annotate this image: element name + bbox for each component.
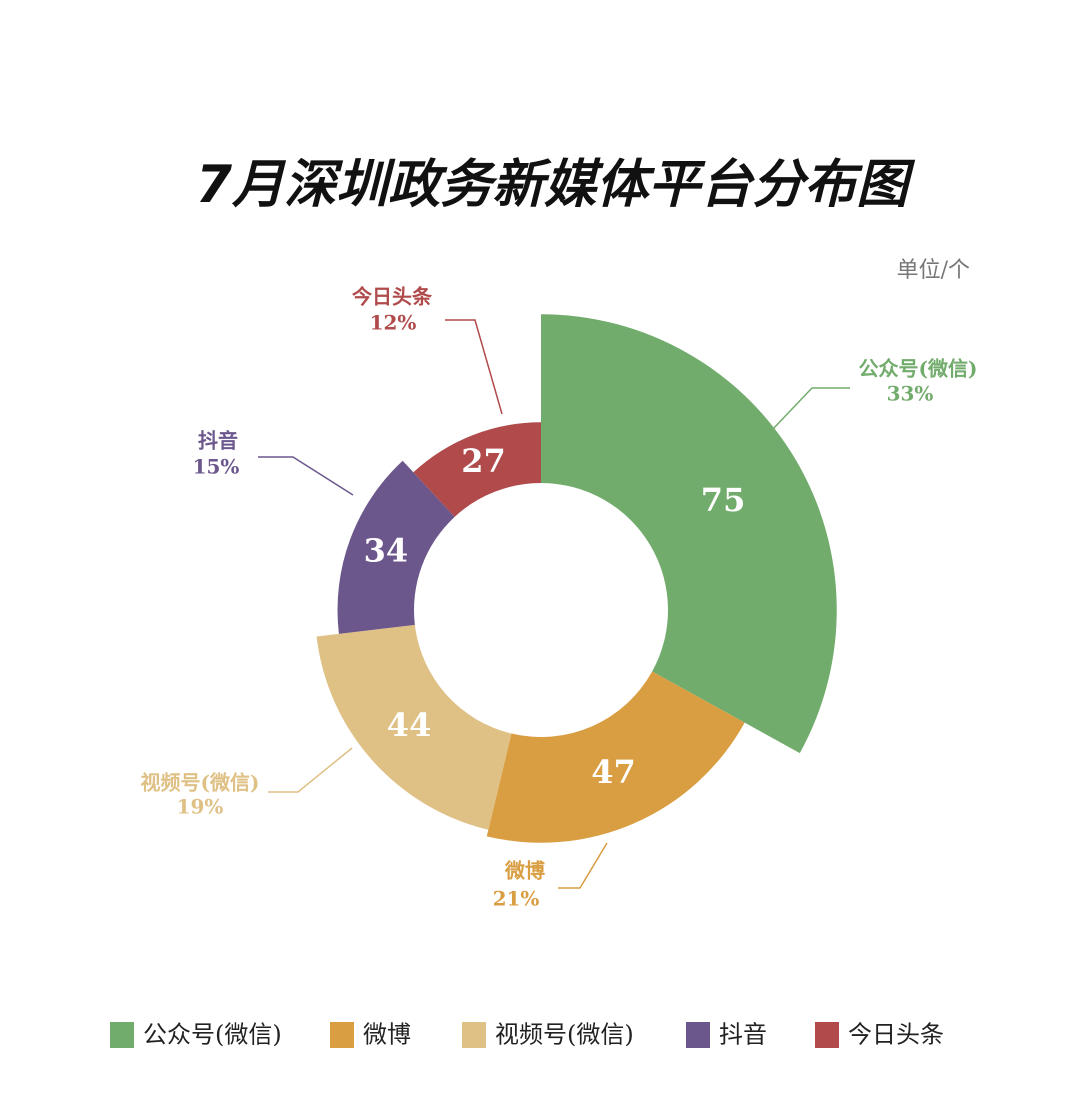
rose-segment <box>541 314 837 754</box>
leader-line <box>771 387 850 431</box>
category-label: 公众号(微信) <box>859 357 978 381</box>
legend-label: 抖音 <box>719 1021 767 1049</box>
leader-line <box>558 842 608 889</box>
leader-line <box>268 747 353 793</box>
rose-segment <box>486 671 745 843</box>
legend-swatch <box>815 1022 839 1048</box>
category-label: 今日头条 <box>352 285 433 309</box>
legend-swatch <box>330 1022 354 1048</box>
category-label: 微博 <box>504 859 545 883</box>
legend-swatch <box>462 1022 486 1048</box>
value-label: 34 <box>364 531 409 569</box>
legend-swatch <box>686 1022 710 1048</box>
category-label: 抖音 <box>198 429 238 453</box>
percent-label: 21% <box>493 887 540 911</box>
legend-label: 视频号(微信) <box>495 1021 634 1049</box>
percent-label: 33% <box>887 382 934 406</box>
percent-label: 15% <box>193 455 240 479</box>
leader-line <box>258 456 354 496</box>
percent-label: 12% <box>370 311 417 335</box>
value-label: 44 <box>387 706 432 744</box>
legend-label: 微博 <box>363 1021 411 1049</box>
rose-segment <box>316 624 512 830</box>
unit-label: 单位/个 <box>897 258 970 283</box>
chart-title: 7月深圳政务新媒体平台分布图 <box>196 155 916 215</box>
value-label: 27 <box>461 442 506 480</box>
value-label: 75 <box>701 481 746 519</box>
value-label: 47 <box>591 753 636 791</box>
category-label: 视频号(微信) <box>141 771 260 795</box>
rose-segment <box>337 460 455 634</box>
leader-line <box>445 319 503 415</box>
legend-label: 今日头条 <box>848 1021 944 1049</box>
legend-label: 公众号(微信) <box>143 1021 282 1049</box>
legend-swatch <box>110 1022 134 1048</box>
rose-segment <box>413 422 541 517</box>
percent-label: 19% <box>177 795 224 819</box>
